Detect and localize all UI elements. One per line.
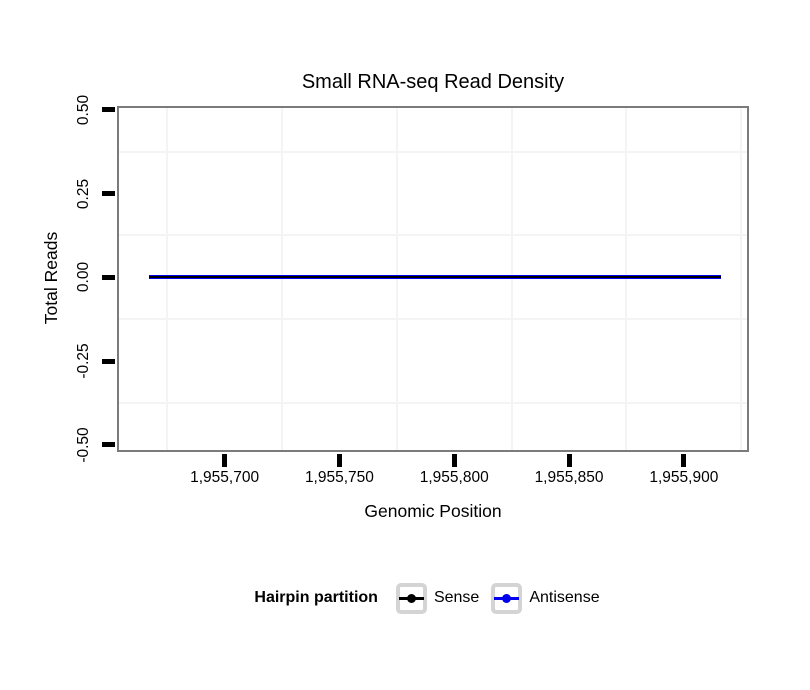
y-axis-tick xyxy=(102,442,115,448)
y-axis-tick xyxy=(102,191,115,196)
legend-label-sense: Sense xyxy=(433,589,480,606)
legend: Hairpin partition Sense Antisense xyxy=(117,579,749,617)
x-axis-tick xyxy=(222,454,228,467)
x-axis-tick-label: 1,955,750 xyxy=(304,469,374,486)
sense-point-icon xyxy=(406,593,416,603)
x-axis-tick-label: 1,955,700 xyxy=(190,469,260,486)
antisense-point-icon xyxy=(502,593,512,603)
y-axis-tick xyxy=(102,107,115,113)
x-axis-title: Genomic Position xyxy=(364,501,502,521)
minor-gridline-horizontal xyxy=(119,318,747,321)
minor-gridline-horizontal xyxy=(119,150,747,153)
y-axis-tick-label: 0.50 xyxy=(75,94,92,125)
series-line-sense xyxy=(148,276,721,279)
x-axis-tick xyxy=(336,454,342,467)
legend-item-sense: Sense xyxy=(395,582,480,614)
legend-key-antisense xyxy=(491,582,523,614)
x-axis-tick-label: 1,955,800 xyxy=(419,469,489,486)
y-axis-tick xyxy=(102,358,115,364)
x-axis-tick-label: 1,955,850 xyxy=(534,469,604,486)
chart-title: Small RNA-seq Read Density xyxy=(301,71,565,93)
y-axis-tick-label: 0.25 xyxy=(75,178,92,209)
minor-gridline-horizontal xyxy=(119,234,747,237)
y-axis-title: Total Reads xyxy=(40,231,61,325)
legend-title: Hairpin partition xyxy=(254,589,378,606)
y-axis-tick-label: -0.50 xyxy=(75,427,92,463)
minor-gridline-horizontal xyxy=(119,402,747,405)
y-axis-tick-label: 0.00 xyxy=(75,262,92,293)
legend-label-antisense: Antisense xyxy=(529,589,600,606)
y-axis-tick xyxy=(102,274,115,280)
legend-key-sense xyxy=(395,582,427,614)
y-axis-tick-label: -0.25 xyxy=(75,343,92,379)
minor-gridline-vertical xyxy=(740,108,743,450)
legend-item-antisense: Antisense xyxy=(491,582,600,614)
x-axis-tick-label: 1,955,900 xyxy=(649,469,719,486)
x-axis-tick xyxy=(681,454,687,467)
x-axis-tick xyxy=(451,454,457,467)
x-axis-tick xyxy=(566,454,572,467)
